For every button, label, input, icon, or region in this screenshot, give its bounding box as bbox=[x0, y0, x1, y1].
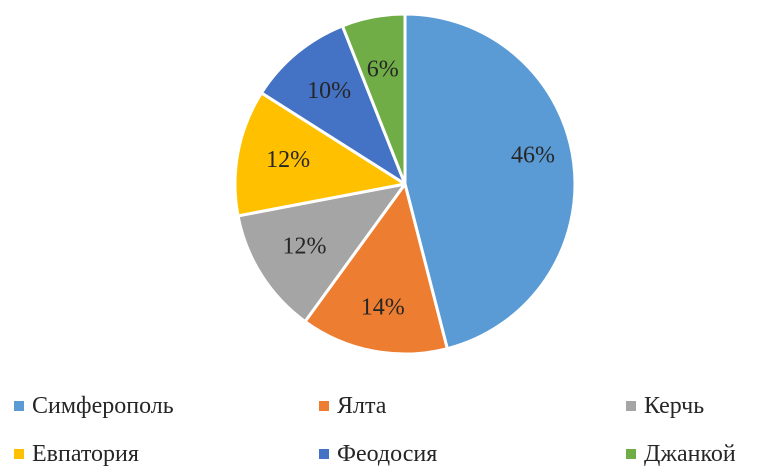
legend-label-kerch: Керчь bbox=[644, 393, 705, 419]
pie-slice-kerch bbox=[236, 182, 407, 324]
legend-swatch-evpatoria bbox=[14, 449, 24, 459]
pie-data-labels: 46% 14% 12% 12% 10% 6% bbox=[266, 57, 555, 321]
data-label-yalta: 14% bbox=[361, 294, 405, 320]
legend-item-simferopol: Симферополь bbox=[14, 394, 174, 418]
data-label-simferopol: 46% bbox=[511, 143, 555, 169]
data-label-dzhankoy: 6% bbox=[367, 57, 399, 83]
pie-slices bbox=[233, 12, 577, 356]
legend-item-yalta: Ялта bbox=[319, 394, 386, 418]
legend-label-simferopol: Симферополь bbox=[32, 393, 174, 419]
legend-label-yalta: Ялта bbox=[337, 393, 387, 419]
legend-label-feodosia: Феодосия bbox=[337, 441, 438, 467]
legend-item-feodosia: Феодосия bbox=[319, 442, 437, 466]
data-label-evpatoria: 12% bbox=[266, 147, 310, 173]
legend-swatch-simferopol bbox=[14, 401, 24, 411]
legend-label-evpatoria: Евпатория bbox=[32, 441, 139, 467]
legend-swatch-kerch bbox=[626, 401, 636, 411]
legend-item-kerch: Керчь bbox=[626, 394, 704, 418]
legend: Симферополь Ялта Керчь Евпатория Феодоси… bbox=[0, 390, 773, 472]
pie-slice-simferopol bbox=[403, 12, 577, 351]
legend-swatch-dzhankoy bbox=[626, 449, 636, 459]
pie-slice-yalta bbox=[303, 182, 449, 356]
legend-label-dzhankoy: Джанкой bbox=[644, 441, 736, 467]
legend-item-evpatoria: Евпатория bbox=[14, 442, 139, 466]
legend-item-dzhankoy: Джанкой bbox=[626, 442, 736, 466]
data-label-kerch: 12% bbox=[283, 233, 327, 259]
legend-swatch-feodosia bbox=[319, 449, 329, 459]
pie-slice-feodosia bbox=[259, 24, 407, 186]
pie-slice-dzhankoy bbox=[340, 12, 407, 186]
pie-slice-evpatoria bbox=[233, 91, 407, 218]
data-label-feodosia: 10% bbox=[307, 78, 351, 104]
legend-swatch-yalta bbox=[319, 401, 329, 411]
